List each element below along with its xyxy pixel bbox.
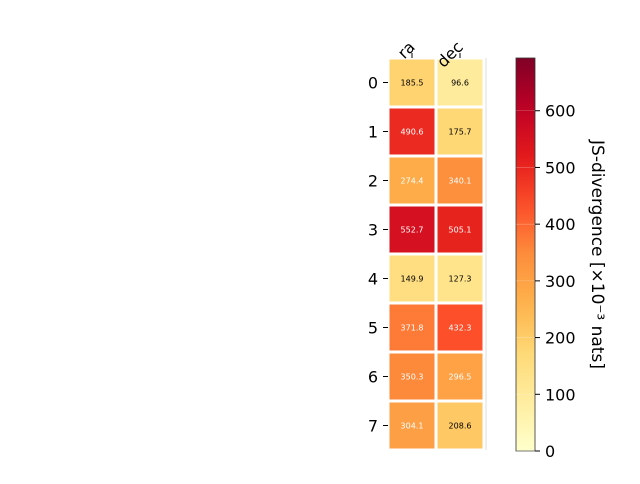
cell-label-2-ra: 274.4 [401, 177, 424, 186]
heatmap-cell-1-dec [437, 108, 483, 155]
colorbar-tick-label-300: 300 [545, 272, 576, 291]
heatmap-cell-2-ra [389, 157, 435, 204]
row-tick-label-2: 2 [368, 172, 378, 191]
heatmap-cell-5-dec [437, 304, 483, 351]
row-tick-label-7: 7 [368, 417, 378, 436]
cell-label-5-dec: 432.3 [449, 324, 472, 333]
row-tick-label-1: 1 [368, 123, 378, 142]
cell-label-7-dec: 208.6 [449, 422, 472, 431]
colorbar-tick-label-600: 600 [545, 102, 576, 121]
heatmap-cell-7-ra [389, 402, 435, 449]
colorbar-label: JS-divergence [×10⁻³ nats] [587, 139, 607, 369]
column-tick-label-ra: ra [394, 37, 419, 62]
row-tick-label-0: 0 [368, 74, 378, 93]
row-tick-label-6: 6 [368, 368, 378, 387]
cell-label-0-ra: 185.5 [401, 79, 424, 88]
heatmap-cell-6-ra [389, 353, 435, 400]
colorbar-tick-label-0: 0 [545, 442, 555, 461]
colorbar-tick-label-200: 200 [545, 329, 576, 348]
heatmap-cell-1-ra [389, 108, 435, 155]
cell-label-1-ra: 490.6 [401, 128, 424, 137]
cell-label-5-ra: 371.8 [401, 324, 424, 333]
colorbar-gradient [515, 57, 536, 452]
colorbar-tick-label-400: 400 [545, 215, 576, 234]
colorbar-tick-label-100: 100 [545, 385, 576, 404]
row-tick-label-5: 5 [368, 319, 378, 338]
cell-label-4-dec: 127.3 [449, 275, 472, 284]
heatmap-cell-4-ra [389, 255, 435, 302]
heatmap-cell-0-ra [389, 59, 435, 106]
row-tick-label-4: 4 [368, 270, 378, 289]
cell-label-6-dec: 296.5 [449, 373, 472, 382]
cell-label-0-dec: 96.6 [451, 79, 469, 88]
heatmap-cell-3-ra [389, 206, 435, 253]
cell-label-1-dec: 175.7 [449, 128, 472, 137]
cell-label-3-dec: 505.1 [449, 226, 472, 235]
colorbar-tick-label-500: 500 [545, 158, 576, 177]
cell-labels: 185.5 96.6 490.6 175.7 274.4 340.1 552.7 505.1 1… [401, 79, 472, 431]
cell-label-4-ra: 149.9 [401, 275, 424, 284]
heatmap-cell-0-dec [437, 59, 483, 106]
heatmap-cell-5-ra [389, 304, 435, 351]
cell-label-2-dec: 340.1 [449, 177, 472, 186]
row-tick-label-3: 3 [368, 221, 378, 240]
heatmap-cell-6-dec [437, 353, 483, 400]
heatmap-cell-2-dec [437, 157, 483, 204]
heatmap-cell-4-dec [437, 255, 483, 302]
heatmap-cell-3-dec [437, 206, 483, 253]
cell-label-3-ra: 552.7 [401, 226, 424, 235]
cell-label-6-ra: 350.3 [401, 373, 424, 382]
heatmap-cell-7-dec [437, 402, 483, 449]
colorbar: 0 100 200 300 400 500 600 JS-divergence [×10⁻³ … [515, 57, 607, 461]
heatmap-cells [389, 59, 483, 449]
cell-label-7-ra: 304.1 [401, 422, 424, 431]
